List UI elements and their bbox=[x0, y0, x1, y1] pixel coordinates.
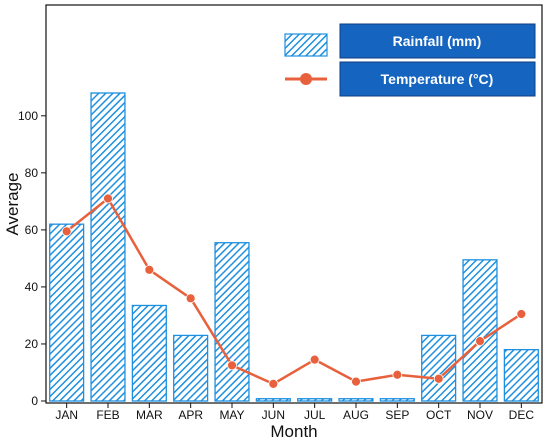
y-tick-label: 80 bbox=[25, 166, 39, 180]
x-tick-label: SEP bbox=[385, 408, 409, 422]
rainfall-bar bbox=[131, 304, 167, 402]
temperature-point bbox=[268, 378, 279, 389]
x-axis: JAN FEB MAR APR MAY JUN JUL AUG SEP OCT NOV DEC bbox=[55, 403, 534, 422]
temperature-point bbox=[351, 376, 361, 387]
y-axis-title: Average bbox=[3, 172, 22, 235]
y-tick-label: 0 bbox=[31, 394, 38, 408]
temperature-point bbox=[227, 360, 237, 371]
plot-frame bbox=[45, 4, 543, 404]
x-tick-label: OCT bbox=[426, 408, 452, 422]
x-tick-label: JUL bbox=[304, 408, 326, 422]
temperature-point bbox=[433, 373, 444, 384]
legend-marker-temperature bbox=[300, 73, 312, 85]
y-tick-label: 20 bbox=[25, 337, 39, 351]
x-tick-label: FEB bbox=[96, 408, 119, 422]
rainfall-bar bbox=[255, 398, 291, 402]
temperature-line-path bbox=[65, 197, 523, 386]
x-tick-label: DEC bbox=[509, 408, 535, 422]
rainfall-bar bbox=[503, 349, 539, 402]
temperature-point bbox=[516, 309, 527, 319]
y-tick-label: 100 bbox=[18, 109, 38, 123]
rainfall-bar bbox=[173, 334, 209, 402]
y-tick-label: 60 bbox=[25, 223, 39, 237]
temperature-point bbox=[144, 264, 155, 275]
rainfall-bar bbox=[90, 92, 126, 402]
rainfall-bar bbox=[462, 259, 498, 402]
temperature-point bbox=[309, 354, 320, 365]
y-axis: 0 20 40 60 80 100 bbox=[18, 109, 46, 408]
legend-swatch-rainfall bbox=[284, 33, 328, 57]
legend-box-rainfall bbox=[339, 23, 536, 59]
x-tick-label: NOV bbox=[467, 408, 493, 422]
x-axis-title: Month bbox=[270, 422, 317, 441]
legend: Rainfall (mm) Temperature (°C) bbox=[284, 23, 536, 97]
temperature-point bbox=[392, 369, 403, 380]
temperature-line bbox=[61, 193, 527, 389]
rainfall-bar bbox=[297, 398, 333, 402]
legend-label-temperature: Temperature (°C) bbox=[381, 71, 494, 87]
y-tick-label: 40 bbox=[25, 280, 39, 294]
x-tick-label: AUG bbox=[343, 408, 369, 422]
temperature-point bbox=[185, 293, 196, 304]
temperature-point bbox=[103, 193, 113, 204]
x-tick-label: APR bbox=[178, 408, 203, 422]
x-tick-label: MAR bbox=[136, 408, 163, 422]
rainfall-bar bbox=[379, 398, 415, 402]
legend-box-temperature bbox=[339, 61, 536, 97]
rainfall-bar bbox=[49, 223, 85, 402]
temperature-point bbox=[475, 336, 485, 347]
temperature-point bbox=[61, 226, 72, 237]
legend-label-rainfall: Rainfall (mm) bbox=[393, 33, 482, 49]
x-tick-label: JUN bbox=[262, 408, 285, 422]
rainfall-bar bbox=[214, 242, 250, 402]
x-tick-label: MAY bbox=[219, 408, 244, 422]
x-tick-label: JAN bbox=[55, 408, 78, 422]
rainfall-bars bbox=[49, 92, 539, 402]
rainfall-bar bbox=[338, 398, 374, 402]
